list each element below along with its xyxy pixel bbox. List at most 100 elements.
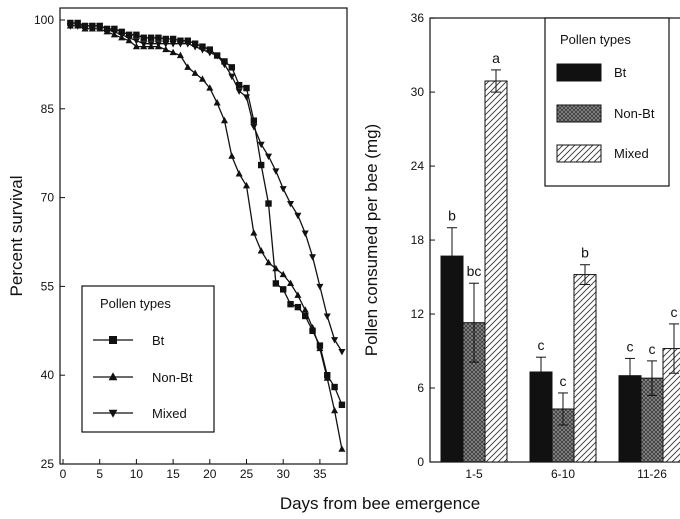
survival-x-tick-label: 30 bbox=[277, 467, 291, 481]
survival-x-tick-label: 0 bbox=[60, 467, 67, 481]
survival-point-non-bt bbox=[220, 116, 228, 124]
survival-y-tick-label: 25 bbox=[41, 457, 55, 471]
survival-point-bt bbox=[287, 300, 294, 308]
survival-x-tick-label: 20 bbox=[203, 467, 217, 481]
survival-point-mixed bbox=[301, 230, 309, 237]
survival-point-non-bt bbox=[309, 324, 317, 331]
consumption-x-tick-label: 6-10 bbox=[551, 467, 575, 481]
consumption-y-tick-label: 12 bbox=[411, 307, 425, 321]
survival-point-bt bbox=[272, 280, 280, 287]
survival-point-bt bbox=[221, 58, 228, 65]
survival-point-bt bbox=[147, 34, 155, 41]
significance-letter: c bbox=[560, 373, 567, 389]
bar-mixed-6-10 bbox=[573, 274, 597, 463]
survival-point-mixed bbox=[81, 23, 89, 30]
survival-point-bt bbox=[133, 31, 140, 38]
consumption-legend-title: Pollen types bbox=[560, 32, 631, 47]
survival-point-mixed bbox=[228, 73, 236, 81]
survival-point-mixed bbox=[331, 337, 339, 344]
consumption-legend: Pollen types Bt Non-Bt Mixed bbox=[544, 17, 670, 187]
survival-point-bt bbox=[302, 312, 309, 320]
survival-legend-marker-non-bt bbox=[108, 372, 118, 381]
consumption-legend-entries: Bt Non-Bt Mixed bbox=[556, 63, 655, 163]
significance-letter: a bbox=[492, 50, 500, 66]
survival-point-bt bbox=[177, 37, 184, 44]
survival-point-non-bt bbox=[176, 51, 184, 59]
survival-point-mixed bbox=[206, 50, 214, 57]
survival-point-mixed bbox=[287, 200, 295, 208]
significance-letter: bc bbox=[467, 263, 482, 279]
survival-point-bt bbox=[265, 200, 272, 207]
survival-point-mixed bbox=[198, 47, 206, 54]
consumption-legend-label-non-bt: Non-Bt bbox=[614, 106, 655, 121]
consumption-legend-label-bt: Bt bbox=[614, 65, 627, 80]
survival-point-mixed bbox=[96, 23, 104, 30]
survival-legend: Pollen types Bt Non-Bt Mixed bbox=[81, 285, 215, 433]
survival-point-mixed bbox=[74, 23, 82, 30]
survival-plot-frame bbox=[59, 7, 348, 465]
survival-point-mixed bbox=[169, 41, 177, 48]
survival-point-mixed bbox=[125, 35, 133, 42]
significance-letter: c bbox=[649, 341, 656, 357]
survival-point-non-bt bbox=[287, 279, 295, 286]
survival-point-non-bt bbox=[338, 445, 346, 452]
survival-point-bt bbox=[250, 117, 258, 124]
survival-point-non-bt bbox=[169, 48, 177, 56]
consumption-y-tick-label: 0 bbox=[417, 455, 424, 469]
survival-x-tick-label: 5 bbox=[96, 467, 103, 481]
survival-point-bt bbox=[125, 31, 133, 38]
survival-point-mixed bbox=[242, 94, 251, 101]
survival-point-mixed bbox=[294, 212, 302, 220]
survival-legend-label-bt: Bt bbox=[152, 333, 165, 348]
survival-point-bt bbox=[294, 303, 302, 311]
survival-point-bt bbox=[162, 35, 169, 43]
survival-point-non-bt bbox=[206, 84, 214, 91]
significance-letter: b bbox=[448, 208, 456, 224]
survival-series-non-bt bbox=[66, 22, 346, 452]
consumption-y-tick-label: 6 bbox=[417, 381, 424, 395]
survival-legend-entries: Bt Non-Bt Mixed bbox=[93, 333, 193, 421]
survival-x-tick-label: 35 bbox=[313, 467, 327, 481]
bar-mixed-1-5 bbox=[484, 80, 508, 463]
survival-series-mixed bbox=[66, 23, 346, 356]
survival-legend-box bbox=[81, 285, 215, 433]
survival-point-non-bt bbox=[228, 152, 236, 159]
survival-y-tick-label: 55 bbox=[41, 279, 55, 293]
survival-y-axis-label: Percent survival bbox=[7, 176, 26, 297]
survival-legend-label-mixed: Mixed bbox=[152, 406, 187, 421]
consumption-axis-ticks: 0 6 12 18 24 30 36 1-5 6-10 11-26 bbox=[411, 11, 668, 481]
survival-point-non-bt bbox=[331, 406, 339, 414]
survival-point-bt bbox=[331, 383, 338, 391]
survival-legend-marker-mixed bbox=[108, 409, 118, 418]
survival-point-bt bbox=[111, 25, 118, 33]
survival-point-non-bt bbox=[323, 374, 331, 381]
survival-axis-ticks: 0 5 10 15 20 25 30 35 25 40 55 70 85 100 bbox=[34, 13, 327, 481]
consumption-legend-swatch-bt bbox=[556, 63, 602, 82]
significance-letter: b bbox=[581, 245, 589, 261]
survival-point-non-bt bbox=[132, 42, 140, 50]
consumption-y-tick-label: 24 bbox=[411, 159, 425, 173]
consumption-x-tick-label: 11-26 bbox=[637, 467, 667, 481]
consumption-y-tick-label: 18 bbox=[411, 233, 425, 247]
survival-point-bt bbox=[206, 46, 213, 53]
survival-point-non-bt bbox=[191, 69, 199, 76]
survival-legend-label-non-bt: Non-Bt bbox=[152, 370, 193, 385]
survival-point-mixed bbox=[213, 52, 221, 60]
consumption-x-tick-label: 1-5 bbox=[465, 467, 483, 481]
survival-point-mixed bbox=[323, 313, 331, 320]
survival-point-bt bbox=[257, 161, 265, 169]
survival-point-bt bbox=[235, 81, 243, 89]
survival-point-non-bt bbox=[235, 170, 243, 177]
consumption-y-tick-label: 36 bbox=[411, 11, 425, 25]
survival-point-bt bbox=[228, 64, 236, 71]
survival-point-non-bt bbox=[213, 99, 221, 106]
survival-point-mixed bbox=[265, 153, 273, 160]
survival-chart: 0 5 10 15 20 25 30 35 25 40 55 70 85 100 Percent surv… bbox=[7, 7, 348, 481]
significance-letter: c bbox=[627, 338, 634, 354]
survival-point-mixed bbox=[235, 88, 243, 95]
survival-point-mixed bbox=[176, 41, 184, 48]
survival-point-bt bbox=[309, 327, 316, 334]
consumption-y-axis-label: Pollen consumed per bee (mg) bbox=[362, 124, 381, 356]
